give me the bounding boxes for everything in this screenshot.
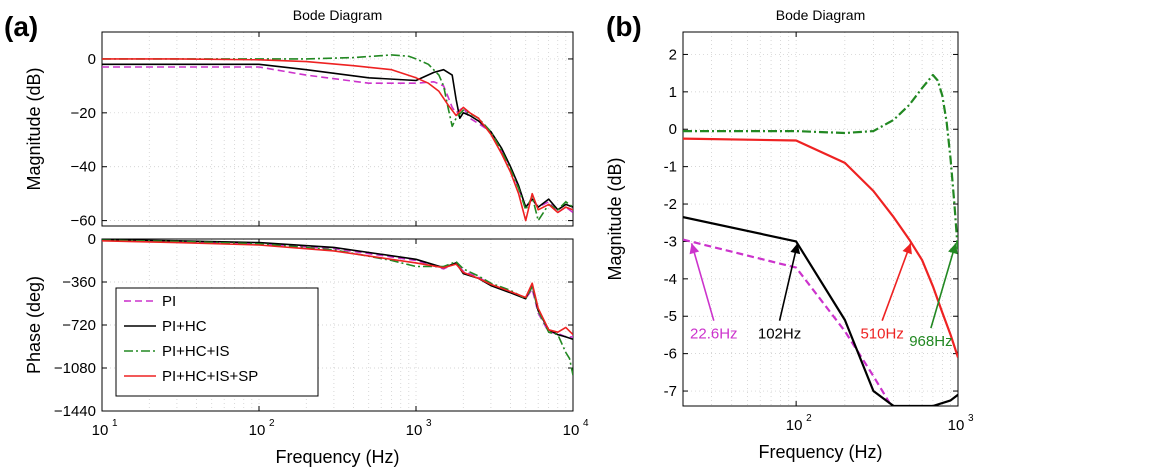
x-axis-label: Frequency (Hz) bbox=[758, 442, 882, 462]
x-tick-exponent: 2 bbox=[269, 418, 275, 429]
plot-frame bbox=[101, 31, 574, 227]
annotation-arrow bbox=[690, 243, 715, 321]
chart-title: Bode Diagram bbox=[776, 7, 866, 23]
y-tick-label: 0 bbox=[88, 51, 96, 68]
y-axis-label: Phase (deg) bbox=[24, 276, 44, 374]
plot-a-magnitude: 0 −20 −40 −60 Bode Diagram Magnitude (dB) bbox=[24, 7, 574, 230]
x-tick-label: 10 bbox=[948, 417, 965, 434]
y-tick-label: −20 bbox=[71, 105, 96, 122]
annotation-arrowhead bbox=[689, 243, 700, 255]
annotation-label: 102Hz bbox=[758, 326, 801, 343]
series-line-pi-hc-is-sp bbox=[102, 240, 573, 336]
y-tick-label: −40 bbox=[71, 159, 96, 176]
legend-entry: PI bbox=[162, 293, 176, 310]
series-line-pi-hc-is-sp bbox=[683, 137, 958, 358]
series-line-pi-hc bbox=[102, 63, 573, 211]
grid bbox=[102, 239, 573, 411]
legend-box bbox=[115, 287, 319, 397]
annotation-label: 22.6Hz bbox=[690, 326, 738, 343]
y-tick-label: −360 bbox=[62, 274, 96, 291]
y-tick-label: -2 bbox=[664, 196, 677, 213]
y-tick-label: -1 bbox=[664, 159, 677, 176]
annotation-arrowhead bbox=[790, 243, 801, 255]
y-tick-label: 0 bbox=[88, 231, 96, 248]
y-tick-label: 0 bbox=[669, 121, 677, 138]
panel-a-label: (a) bbox=[4, 11, 38, 42]
y-tick-label: -4 bbox=[664, 271, 677, 288]
annotation-arrow bbox=[881, 243, 912, 321]
annotation-arrow bbox=[778, 243, 799, 321]
series-line-pi-hc-is bbox=[102, 54, 573, 222]
annotation-arrowhead bbox=[948, 243, 958, 255]
y-tick-label: -5 bbox=[664, 308, 677, 325]
panel-b-label: (b) bbox=[606, 11, 642, 42]
series-line-pi-hc-is-sp bbox=[102, 58, 573, 222]
series-group bbox=[102, 239, 573, 376]
annotations: 22.6Hz 102Hz 510Hz 968Hz bbox=[689, 243, 958, 350]
series-line-pi bbox=[102, 66, 573, 214]
x-tick-label: 10 bbox=[92, 422, 109, 439]
series-line-pi-hc-is bbox=[683, 73, 958, 253]
legend-entry: PI+HC+IS bbox=[162, 343, 230, 360]
series-group bbox=[102, 54, 573, 222]
y-axis-label: Magnitude (dB) bbox=[24, 67, 44, 190]
legend: PI PI+HC PI+HC+IS PI+HC+IS+SP bbox=[115, 287, 319, 397]
x-axis-label: Frequency (Hz) bbox=[275, 447, 399, 467]
y-tick-label: −1080 bbox=[54, 360, 96, 377]
annotation-arrow bbox=[930, 243, 957, 329]
x-tick-exponent: 3 bbox=[426, 418, 432, 429]
annotation-label: 968Hz bbox=[909, 333, 952, 350]
x-tick-label: 10 bbox=[786, 417, 803, 434]
grid bbox=[102, 32, 573, 226]
y-tick-label: 1 bbox=[669, 84, 677, 101]
x-tick-exponent: 2 bbox=[806, 413, 812, 424]
y-tick-label: -7 bbox=[664, 383, 677, 400]
y-tick-label: -3 bbox=[664, 233, 677, 250]
x-tick-label: 10 bbox=[406, 422, 423, 439]
y-axis-label: Magnitude (dB) bbox=[605, 157, 625, 280]
series-group bbox=[683, 73, 958, 406]
x-tick-exponent: 3 bbox=[968, 413, 974, 424]
y-tick-label: −720 bbox=[62, 317, 96, 334]
y-tick-label: −60 bbox=[71, 213, 96, 230]
y-tick-label: −1440 bbox=[54, 403, 96, 420]
ticks bbox=[101, 32, 574, 226]
y-tick-label: -6 bbox=[664, 346, 677, 363]
x-tick-label: 10 bbox=[249, 422, 266, 439]
chart-title: Bode Diagram bbox=[293, 7, 383, 23]
y-tick-label: 2 bbox=[669, 46, 677, 63]
annotation-arrowhead bbox=[902, 243, 912, 255]
series-line-pi-hc bbox=[683, 216, 958, 406]
x-tick-label: 10 bbox=[563, 422, 580, 439]
plot-frame bbox=[682, 31, 959, 407]
annotation-label: 510Hz bbox=[860, 326, 903, 343]
x-tick-exponent: 4 bbox=[583, 418, 589, 429]
legend-entry: PI+HC+IS+SP bbox=[162, 368, 258, 385]
x-tick-exponent: 1 bbox=[112, 418, 118, 429]
legend-entry: PI+HC bbox=[162, 318, 207, 335]
